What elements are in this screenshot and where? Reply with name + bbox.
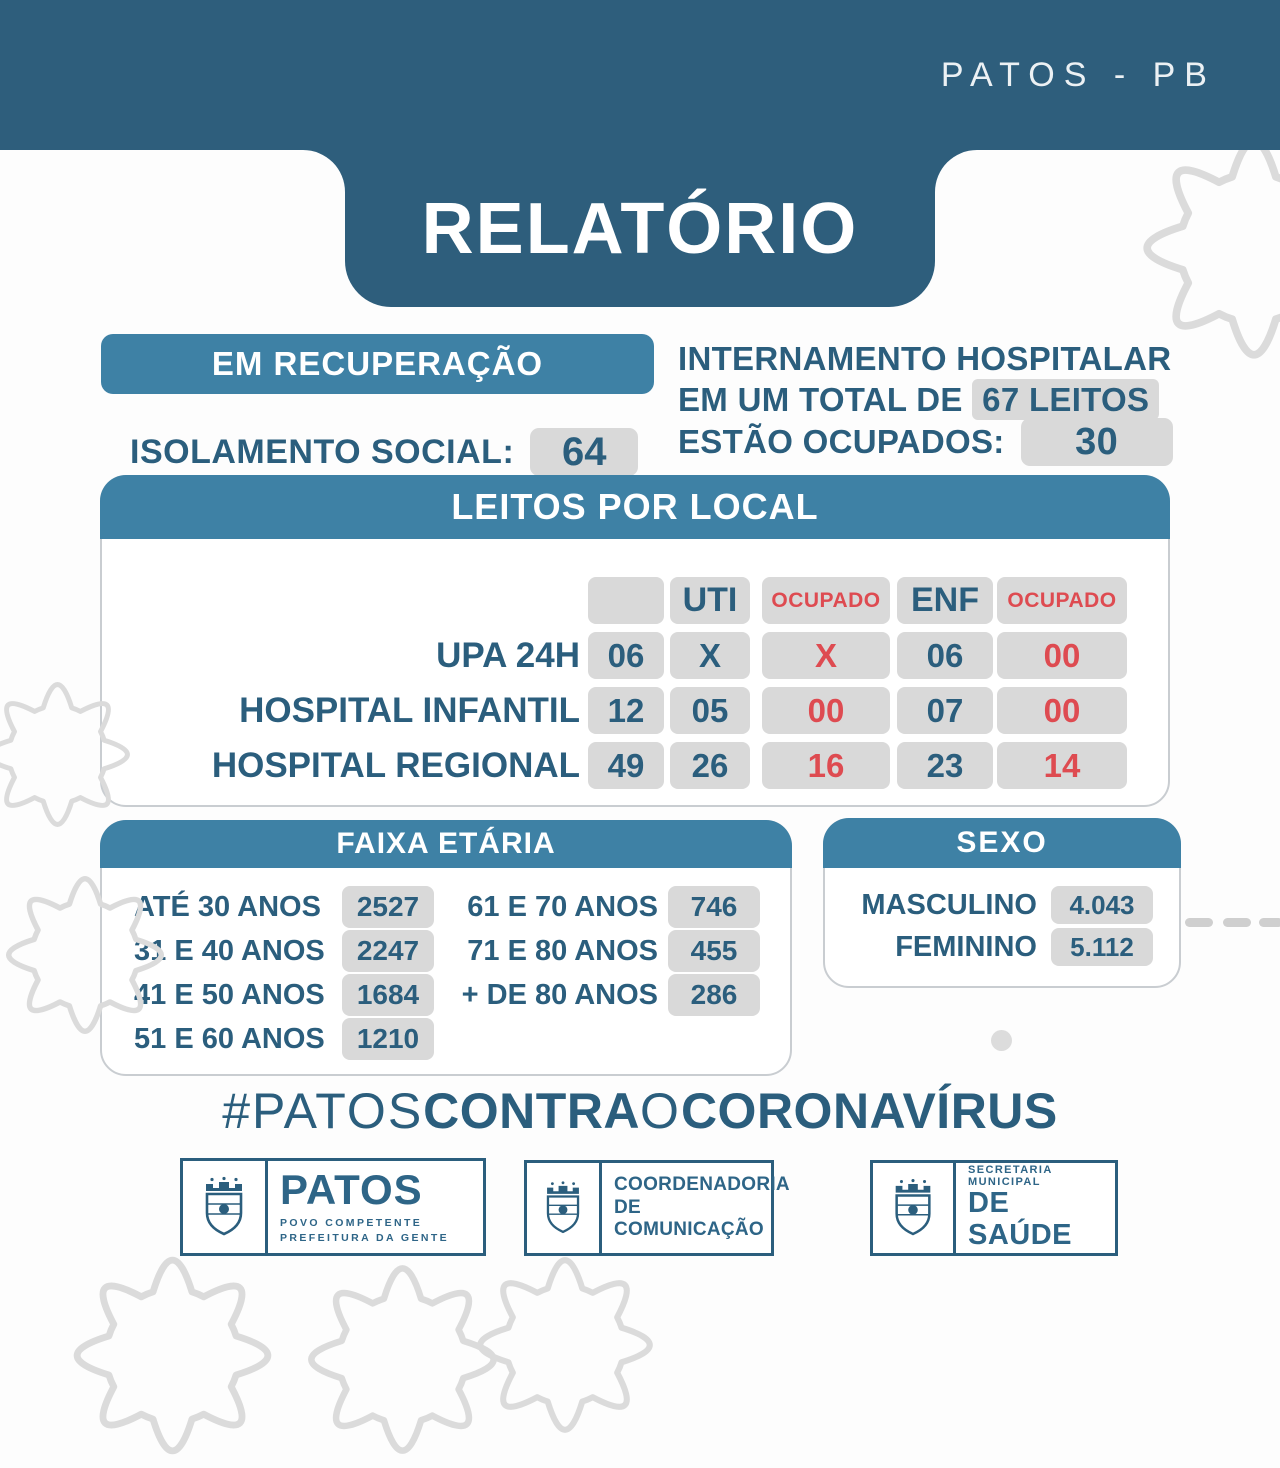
beds-cell: 00	[997, 687, 1127, 734]
logo-line: COORDENADORIA	[614, 1173, 790, 1195]
age-value: 1684	[342, 974, 434, 1016]
sex-card-header: SEXO	[823, 818, 1181, 868]
logo-line: PREFEITURA DA GENTE	[280, 1231, 450, 1244]
beds-row-label: HOSPITAL REGIONAL	[211, 746, 580, 785]
logo-line: SECRETARIA MUNICIPAL	[968, 1164, 1053, 1189]
beds-cell: 12	[588, 687, 664, 734]
hospitalization-line2: EM UM TOTAL DE 67 LEITOS	[678, 379, 1160, 420]
hashtag-part: O	[640, 1083, 681, 1139]
top-band: PATOS - PB	[0, 0, 1280, 150]
decor-dot	[991, 1030, 1012, 1051]
patos-coat-of-arms-icon	[527, 1163, 602, 1253]
virus-outline-icon	[465, 1245, 665, 1445]
hospitalization-line1: INTERNAMENTO HOSPITALAR	[678, 340, 1172, 377]
hashtag-part: CORONAVÍRUS	[680, 1083, 1058, 1139]
social-isolation-label: ISOLAMENTO SOCIAL:	[130, 432, 515, 471]
beds-row-label: HOSPITAL INFANTIL	[239, 691, 580, 730]
beds-header-ocupado-uti: OCUPADO	[762, 577, 890, 624]
tab-fillet-right	[935, 150, 977, 192]
patos-coat-of-arms-icon	[873, 1163, 956, 1253]
location-label: PATOS - PB	[940, 56, 1216, 94]
beds-cell: 06	[897, 632, 993, 679]
age-value: 746	[668, 886, 760, 928]
beds-row-label: UPA 24H	[436, 636, 580, 675]
decor-dash	[1185, 918, 1213, 927]
logo-secretaria-saude: SECRETARIA MUNICIPAL DE SAÚDE	[870, 1160, 1118, 1256]
sex-label: FEMININO	[895, 931, 1037, 963]
beds-card-header: LEITOS POR LOCAL	[100, 475, 1170, 539]
logo-line: DE SAÚDE	[968, 1187, 1073, 1251]
hashtag-part: #PATOS	[222, 1083, 424, 1139]
sex-card-title: SEXO	[956, 826, 1048, 859]
sex-value: 4.043	[1051, 886, 1153, 924]
beds-cell: X	[670, 632, 750, 679]
age-label: 41 E 50 ANOS	[134, 979, 325, 1011]
beds-cell: 14	[997, 742, 1127, 789]
age-value: 1210	[342, 1018, 434, 1060]
age-label: 31 E 40 ANOS	[134, 935, 325, 967]
beds-cell: 06	[588, 632, 664, 679]
campaign-hashtag: #PATOSCONTRAOCORONAVÍRUS	[0, 1082, 1280, 1140]
beds-cell: 16	[762, 742, 890, 789]
age-value: 2247	[342, 930, 434, 972]
beds-card-title: LEITOS POR LOCAL	[451, 486, 819, 527]
beds-cell: X	[762, 632, 890, 679]
logo-line: POVO COMPETENTE	[280, 1217, 423, 1230]
beds-cell: 23	[897, 742, 993, 789]
age-card-header: FAIXA ETÁRIA	[100, 820, 792, 868]
tab-fillet-left	[303, 150, 345, 192]
sex-card: SEXO MASCULINO 4.043 FEMININO 5.112	[823, 818, 1181, 988]
total-beds-prefix: EM UM TOTAL DE	[678, 381, 963, 418]
beds-cell: 49	[588, 742, 664, 789]
age-value: 2527	[342, 886, 434, 928]
age-label: + DE 80 ANOS	[461, 979, 658, 1011]
logo-text: PATOS POVO COMPETENTE PREFEITURA DA GENT…	[268, 1161, 483, 1253]
report-title: RELATÓRIO	[421, 188, 859, 269]
social-isolation-row: ISOLAMENTO SOCIAL: 64	[130, 428, 639, 476]
report-title-tab: RELATÓRIO	[345, 150, 935, 307]
age-value: 455	[668, 930, 760, 972]
logo-text: COORDENADORIA DE COMUNICAÇÃO	[602, 1163, 790, 1253]
virus-outline-icon	[1128, 122, 1280, 374]
age-label: 71 E 80 ANOS	[467, 935, 658, 967]
virus-outline-icon	[60, 1243, 285, 1468]
beds-header-empty-cell	[588, 577, 664, 624]
beds-cell: 00	[997, 632, 1127, 679]
sex-label: MASCULINO	[861, 889, 1037, 921]
hashtag-part: CONTRA	[423, 1083, 641, 1139]
beds-header-enf: ENF	[897, 577, 993, 624]
beds-cell: 00	[762, 687, 890, 734]
logo-title: PATOS	[280, 1166, 423, 1214]
beds-header-ocupado-enf: OCUPADO	[997, 577, 1127, 624]
beds-cell: 07	[897, 687, 993, 734]
age-groups-card: FAIXA ETÁRIA ATÉ 30 ANOS 2527 31 E 40 AN…	[100, 820, 792, 1076]
beds-cell: 05	[670, 687, 750, 734]
logo-text: SECRETARIA MUNICIPAL DE SAÚDE	[956, 1163, 1115, 1253]
recovery-header-bar: EM RECUPERAÇÃO	[101, 334, 654, 394]
logo-prefeitura-patos: PATOS POVO COMPETENTE PREFEITURA DA GENT…	[180, 1158, 486, 1256]
age-label: 51 E 60 ANOS	[134, 1023, 325, 1055]
age-label: ATÉ 30 ANOS	[134, 891, 321, 923]
decor-dash	[1223, 918, 1251, 927]
decor-dash	[1259, 918, 1280, 927]
logo-line: DE COMUNICAÇÃO	[614, 1196, 765, 1241]
virus-outline-icon	[295, 1252, 510, 1467]
social-isolation-value: 64	[530, 428, 639, 476]
beds-cell: 26	[670, 742, 750, 789]
sex-value: 5.112	[1051, 928, 1153, 966]
recovery-title: EM RECUPERAÇÃO	[211, 345, 544, 382]
age-label: 61 E 70 ANOS	[467, 891, 658, 923]
patos-coat-of-arms-icon	[183, 1161, 268, 1253]
age-value: 286	[668, 974, 760, 1016]
beds-by-location-card: LEITOS POR LOCAL UTI OCUPADO ENF OCUPADO…	[100, 475, 1170, 807]
beds-header-uti: UTI	[670, 577, 750, 624]
total-beds-value: 67 LEITOS	[972, 379, 1160, 420]
occupied-beds-value: 30	[1020, 418, 1173, 466]
occupied-prefix: ESTÃO OCUPADOS:	[678, 423, 1005, 460]
logo-coordenadoria-comunicacao: COORDENADORIA DE COMUNICAÇÃO	[524, 1160, 790, 1256]
age-card-title: FAIXA ETÁRIA	[336, 827, 556, 860]
hospitalization-line3: ESTÃO OCUPADOS: 30	[678, 418, 1173, 466]
